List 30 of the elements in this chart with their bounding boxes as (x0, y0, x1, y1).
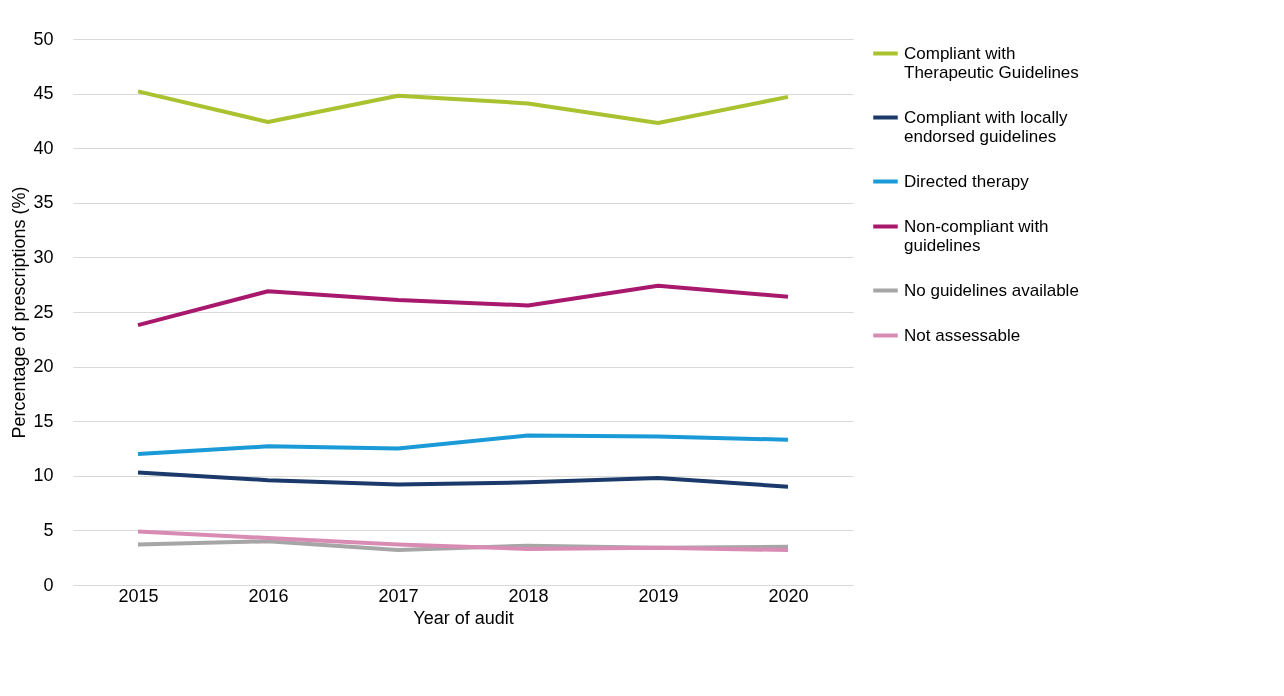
y-tick-label: 25 (33, 301, 54, 322)
y-tick-label: 30 (33, 246, 54, 267)
legend-label: Directed therapy (904, 171, 1030, 191)
line-series (136, 470, 790, 489)
x-tick-label: 2016 (248, 585, 289, 606)
y-tick-label: 40 (33, 137, 54, 158)
x-tick-label: 2018 (508, 585, 549, 606)
line-series (136, 529, 790, 553)
x-tick-label: 2019 (638, 585, 679, 606)
x-tick-label: 2020 (768, 585, 809, 606)
x-tick-label: 2017 (378, 585, 419, 606)
x-axis-title: Year of audit (413, 607, 514, 628)
legend-label: Compliant with locally endorsed guidelines (904, 107, 1068, 146)
y-tick-label: 0 (43, 574, 54, 595)
legend-label: Non-compliant with guidelines (904, 216, 1049, 255)
y-tick-label: 35 (33, 192, 54, 213)
legend-label: Not assessable (904, 325, 1021, 345)
y-axis-title: Percentage of prescriptions (%) (9, 186, 30, 439)
y-tick-label: 45 (33, 83, 54, 104)
y-tick-label: 50 (33, 28, 54, 49)
legend-label: No guidelines available (904, 280, 1079, 300)
legend-label: Compliant with Therapeutic Guidelines (904, 43, 1079, 82)
y-tick-label: 10 (33, 465, 54, 486)
x-tick-label: 2015 (118, 585, 159, 606)
y-tick-label: 20 (33, 356, 54, 377)
y-tick-label: 15 (33, 410, 54, 431)
line-series (136, 283, 790, 328)
y-tick-label: 5 (43, 519, 54, 540)
line-series (136, 433, 790, 456)
line-series (136, 89, 790, 126)
